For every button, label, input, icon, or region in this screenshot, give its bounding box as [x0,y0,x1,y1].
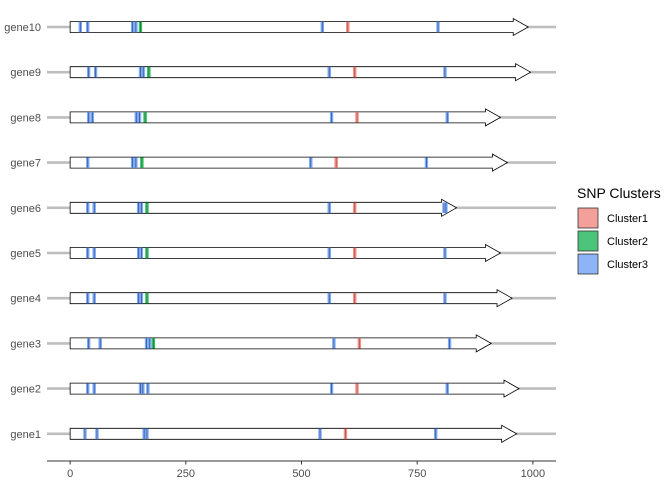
x-axis: 0 250 500 750 1000 [47,460,556,480]
gene-arrow-gene9 [69,63,532,82]
gene-arrow-gene5 [69,243,502,263]
legend-swatch-cluster3 [577,253,599,275]
legend-label-cluster2: Cluster2 [607,236,648,248]
y-tick-label-gene2: gene2 [10,384,41,396]
legend-swatch-cluster1 [577,207,599,229]
x-tick-label-3: 750 [408,468,426,480]
y-tick-label-gene8: gene8 [10,112,41,124]
y-tick-label-gene1: gene1 [10,429,41,441]
gene-arrow-gene3 [69,334,493,353]
gene-row-gene8: gene8 [10,108,556,127]
legend: SNP Clusters Cluster1 Cluster2 Cluster3 [577,185,661,275]
y-tick-label-gene10: gene10 [4,22,41,34]
y-tick-label-gene6: gene6 [10,203,41,215]
gene-arrow-gene2 [69,379,520,398]
gene-arrow-gene7 [69,153,509,172]
gene-arrow-gene4 [69,289,513,308]
y-tick-label-gene4: gene4 [10,293,41,305]
x-tick-label-1: 250 [177,468,195,480]
gene-row-gene10: gene10 [4,17,556,37]
legend-title: SNP Clusters [577,185,661,201]
genes-layer: gene1 gene2 gene3 gene4 gene5 gene6 gene7 gene8… [4,17,556,443]
y-tick-label-gene7: gene7 [10,158,41,170]
x-tick-label-0: 0 [67,468,73,480]
gene-row-gene7: gene7 [10,153,556,172]
y-tick-label-gene5: gene5 [10,248,41,260]
y-tick-label-gene9: gene9 [10,67,41,79]
gene-row-gene5: gene5 [10,243,556,263]
gene-row-gene1: gene1 [10,424,556,443]
gene-row-gene3: gene3 [10,334,556,353]
legend-label-cluster1: Cluster1 [607,213,648,225]
gene-row-gene9: gene9 [10,63,556,82]
x-tick-label-4: 1000 [521,468,545,480]
gene-row-gene2: gene2 [10,379,556,398]
gene-arrow-gene6 [69,198,458,217]
gene-arrow-gene10 [69,17,530,37]
legend-swatch-cluster2 [577,230,599,252]
legend-label-cluster3: Cluster3 [607,259,648,271]
gene-row-gene4: gene4 [10,289,556,308]
gene-row-gene6: gene6 [10,198,556,217]
gene-arrow-gene8 [69,108,502,127]
y-tick-label-gene3: gene3 [10,338,41,350]
x-tick-label-2: 500 [292,468,310,480]
gene-arrow-gene1 [69,424,518,443]
